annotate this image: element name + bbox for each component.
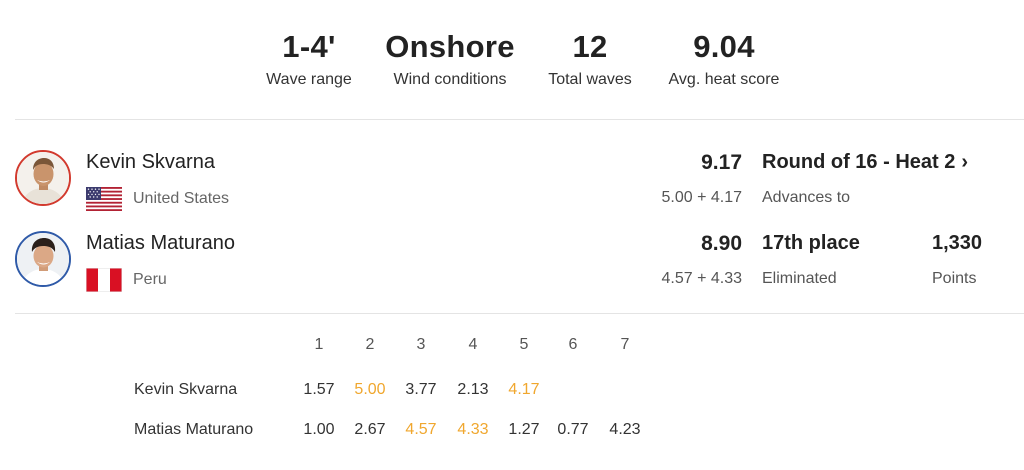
wave-score: 1.57: [303, 381, 335, 398]
wave-score: 1.00: [303, 421, 335, 438]
wave-number-header: 6: [568, 336, 578, 353]
athlete-photo-icon: [17, 152, 69, 204]
peru-flag-icon: [86, 268, 122, 292]
wave-number-header: 2: [365, 336, 375, 353]
result-status: Eliminated: [762, 270, 837, 287]
divider: [15, 119, 1024, 120]
wave-row-athlete-name: Matias Maturano: [134, 421, 254, 438]
stat-label: Wave range: [266, 71, 352, 88]
stat-label: Wind conditions: [393, 71, 507, 88]
result-status: Advances to: [762, 189, 851, 206]
points-label: Points: [932, 270, 977, 287]
athlete-name[interactable]: Matias Maturano: [86, 232, 235, 254]
wave-row-athlete-name: Kevin Skvarna: [134, 381, 238, 398]
wave-score: 4.23: [609, 421, 641, 438]
stat-wave-range: 1-4' Wave range: [229, 28, 389, 89]
score-breakdown: 4.57 + 4.33: [661, 270, 742, 287]
heat-total-score: 9.17: [701, 151, 742, 174]
wave-number-header: 1: [314, 336, 324, 353]
stat-value: 12: [572, 29, 608, 64]
next-heat-label: Round of 16 - Heat 2: [762, 151, 956, 173]
wave-score: 2.13: [457, 381, 489, 398]
us-flag-icon: [86, 187, 122, 211]
wave-score: 3.77: [405, 381, 437, 398]
heat-stats: 1-4' Wave range Onshore Wind conditions …: [0, 28, 1024, 98]
athlete-name[interactable]: Kevin Skvarna: [86, 151, 215, 173]
final-placing: 17th place: [762, 232, 860, 254]
stat-wind-conditions: Onshore Wind conditions: [370, 28, 530, 89]
points-value: 1,330: [932, 232, 983, 254]
wave-score: 5.00: [354, 381, 386, 398]
wave-score: 4.33: [457, 421, 489, 438]
wave-number-header: 3: [416, 336, 426, 353]
wave-score: 4.57: [405, 421, 437, 438]
chevron-right-icon: ›: [961, 151, 969, 173]
divider: [15, 313, 1024, 314]
score-breakdown: 5.00 + 4.17: [661, 189, 742, 206]
wave-score: 2.67: [354, 421, 386, 438]
wave-number-header: 5: [519, 336, 529, 353]
next-heat-link[interactable]: Round of 16 - Heat 2 ›: [762, 151, 968, 174]
wave-score: 4.17: [508, 381, 540, 398]
wave-score: 0.77: [557, 421, 589, 438]
stat-total-waves: 12 Total waves: [510, 28, 670, 89]
stat-label: Total waves: [548, 71, 632, 88]
wave-score: 1.27: [508, 421, 540, 438]
athlete-photo-icon: [17, 233, 69, 285]
wave-number-header: 7: [620, 336, 630, 353]
stat-label: Avg. heat score: [668, 71, 780, 88]
athlete-country: United States: [133, 190, 230, 207]
athlete-row-1: Kevin Skvarna United States 9.17 5.00 + …: [0, 147, 1024, 217]
athlete-avatar[interactable]: [15, 231, 71, 287]
athlete-avatar[interactable]: [15, 150, 71, 206]
stat-value: 1-4': [282, 29, 336, 64]
stat-avg-heat-score: 9.04 Avg. heat score: [644, 28, 804, 89]
athlete-row-2: Matias Maturano Peru 8.90 4.57 + 4.33 17…: [0, 228, 1024, 298]
stat-value: Onshore: [385, 29, 515, 64]
athlete-country: Peru: [133, 271, 167, 288]
wave-number-header: 4: [468, 336, 478, 353]
heat-total-score: 8.90: [701, 232, 742, 255]
stat-value: 9.04: [693, 29, 755, 64]
